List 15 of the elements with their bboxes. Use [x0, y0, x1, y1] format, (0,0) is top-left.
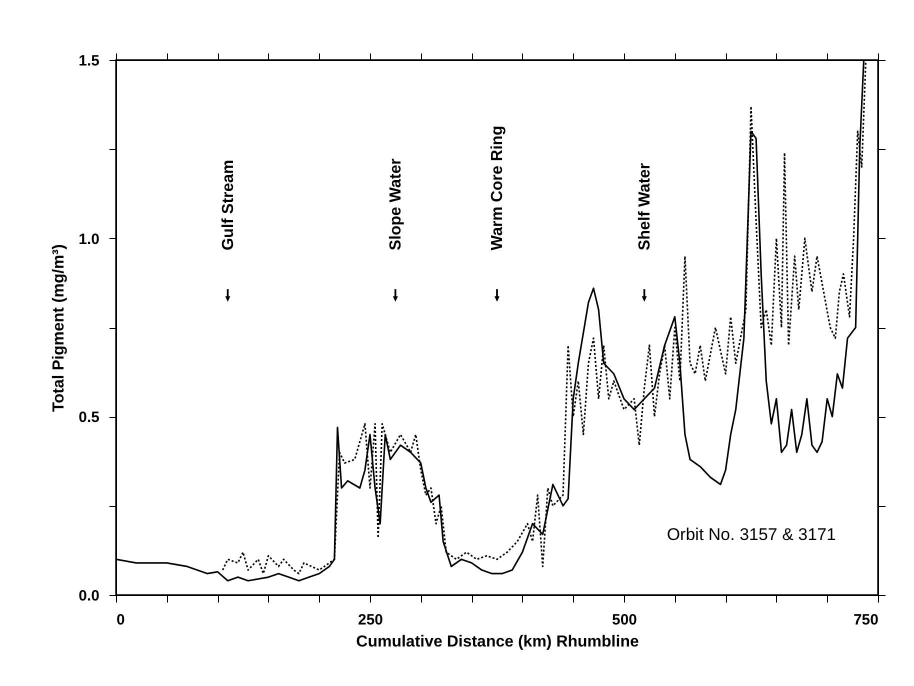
annotation: Gulf Stream — [220, 160, 237, 250]
x-tick-label: 250 — [358, 612, 384, 628]
x-axis-title: Cumulative Distance (km) Rhumbline — [356, 634, 639, 650]
annotation: Slope Water — [387, 158, 404, 250]
annotation: Warm Core Ring — [489, 126, 506, 250]
x-tick-label: 0 — [116, 612, 125, 628]
annotation: Orbit No. 3157 & 3171 — [666, 525, 836, 544]
y-axis-title: Total Pigment (mg/m³) — [50, 244, 68, 412]
y-tick-label: 0.0 — [78, 588, 100, 604]
y-tick-label: 1.0 — [78, 230, 100, 248]
x-tick-label: 500 — [612, 612, 638, 628]
x-tick-label: 750 — [853, 612, 878, 628]
annotation: Shelf Water — [636, 162, 654, 250]
y-tick-label: 1.5 — [78, 52, 100, 70]
y-tick-label: 0.5 — [78, 409, 100, 426]
